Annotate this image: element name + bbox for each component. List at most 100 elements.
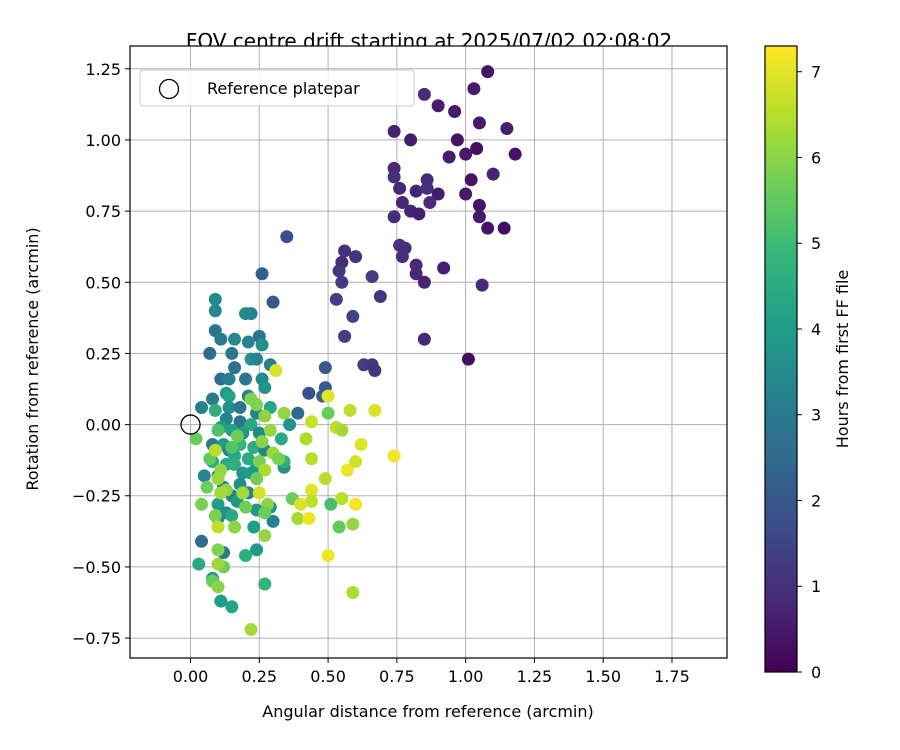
data-point	[365, 270, 379, 284]
colorbar: 0 1 2 3 4 5 6 7 Hours from first FF file	[764, 45, 852, 682]
data-point	[395, 196, 409, 210]
data-point	[208, 443, 222, 457]
data-point	[244, 392, 258, 406]
data-point	[189, 432, 203, 446]
data-point	[472, 116, 486, 130]
data-point	[340, 463, 354, 477]
data-point	[239, 549, 253, 563]
data-point	[470, 141, 484, 155]
y-tick-label: 1.25	[85, 60, 121, 79]
y-tick-label: 0.00	[85, 416, 121, 435]
data-point	[420, 181, 434, 195]
data-point	[464, 173, 478, 187]
data-point	[208, 509, 222, 523]
data-point	[236, 486, 250, 500]
data-point	[508, 147, 522, 161]
y-tick-label: −0.50	[72, 558, 121, 577]
data-point	[247, 520, 261, 534]
data-point	[387, 124, 401, 138]
data-point	[417, 87, 431, 101]
data-point	[228, 361, 242, 375]
data-point	[206, 392, 220, 406]
x-tick-label: 0.25	[241, 667, 277, 686]
data-point	[349, 497, 363, 511]
data-point	[343, 403, 357, 417]
plot-area: 0.00 0.25 0.50 0.75 1.00 1.25 1.50 1.75 −0.75−0…	[72, 45, 728, 686]
y-axis-title: Rotation from reference (arcmin)	[23, 227, 42, 490]
data-point	[321, 549, 335, 563]
colorbar-tick-label: 4	[811, 320, 821, 339]
data-point	[272, 452, 286, 466]
data-point	[318, 472, 332, 486]
data-point	[200, 480, 214, 494]
x-tick-label: 1.50	[585, 667, 621, 686]
data-point	[214, 594, 228, 608]
data-point	[258, 577, 272, 591]
x-tick-label: 0.00	[173, 667, 209, 686]
data-point	[211, 557, 225, 571]
colorbar-tick-label: 5	[811, 234, 821, 253]
data-point	[222, 389, 236, 403]
colorbar-label: Hours from first FF file	[833, 270, 852, 449]
data-point	[305, 494, 319, 508]
data-point	[241, 452, 255, 466]
data-point	[387, 170, 401, 184]
data-point	[294, 497, 308, 511]
data-point	[255, 435, 269, 449]
data-point	[387, 210, 401, 224]
data-point	[222, 401, 236, 415]
reference-point	[180, 414, 201, 435]
data-point	[239, 500, 253, 514]
x-tick-label: 1.25	[517, 667, 553, 686]
data-point	[368, 364, 382, 378]
data-point	[269, 364, 283, 378]
data-point	[321, 389, 335, 403]
data-point	[214, 486, 228, 500]
data-point	[346, 517, 360, 531]
legend-marker	[158, 78, 180, 100]
data-point	[233, 415, 247, 429]
data-point	[459, 187, 473, 201]
data-point	[211, 580, 225, 594]
x-axis-ticks: 0.00 0.25 0.50 0.75 1.00 1.25 1.50 1.75	[173, 658, 690, 686]
data-point	[208, 304, 222, 318]
data-point	[417, 332, 431, 346]
x-axis-title: Angular distance from reference (arcmin)	[262, 702, 593, 721]
data-point	[192, 557, 206, 571]
colorbar-tick-label: 3	[811, 406, 821, 425]
data-point	[208, 292, 222, 306]
data-point	[258, 506, 272, 520]
data-point	[329, 292, 343, 306]
data-point	[208, 403, 222, 417]
data-point	[417, 275, 431, 289]
data-point	[472, 198, 486, 212]
y-axis-ticks: −0.75 −0.50 −0.25 0.00 0.25 0.50 0.75 1.00 1.25	[72, 60, 130, 648]
colorbar-tick-label: 7	[811, 63, 821, 82]
data-point	[211, 520, 225, 534]
data-point	[461, 352, 475, 366]
data-point	[244, 418, 258, 432]
data-point	[222, 372, 236, 386]
data-point	[211, 543, 225, 557]
data-point	[228, 332, 242, 346]
data-point	[266, 514, 280, 528]
data-point	[250, 472, 264, 486]
data-point	[448, 104, 462, 118]
data-point	[412, 207, 426, 221]
data-point	[197, 469, 211, 483]
data-point	[195, 401, 209, 415]
data-point	[368, 403, 382, 417]
data-point	[409, 267, 423, 281]
data-point	[252, 486, 266, 500]
data-points	[189, 65, 522, 637]
data-point	[299, 432, 313, 446]
data-point	[211, 472, 225, 486]
data-point	[291, 512, 305, 526]
x-tick-label: 1.00	[448, 667, 484, 686]
data-point	[241, 335, 255, 349]
data-point	[274, 432, 288, 446]
data-point	[373, 289, 387, 303]
data-point	[258, 463, 272, 477]
data-point	[338, 329, 352, 343]
